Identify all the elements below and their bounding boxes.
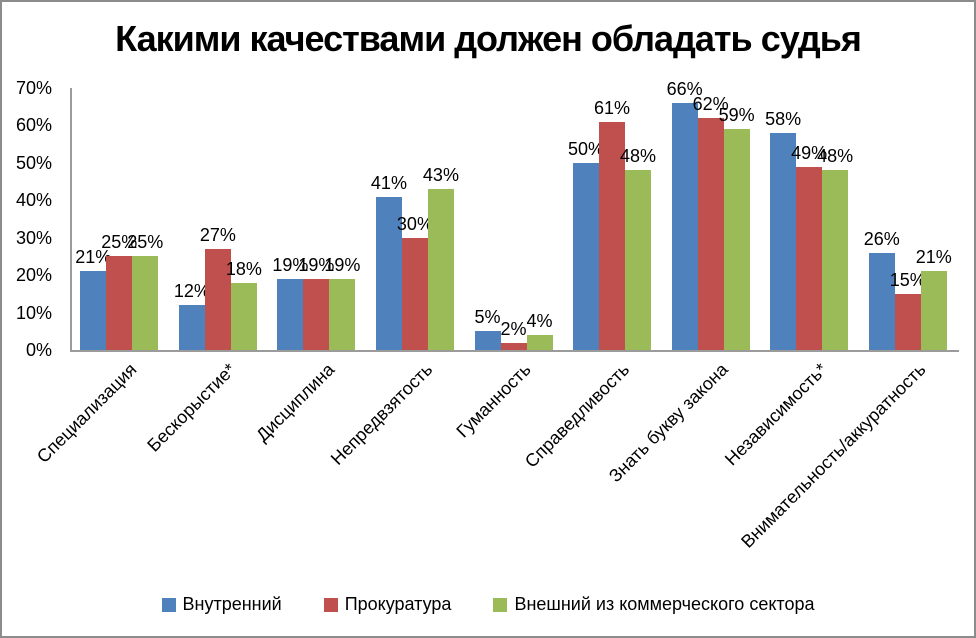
x-category-label: Внимательность/аккуратность: [736, 359, 930, 552]
bar: [132, 256, 159, 350]
bar: [920, 271, 947, 350]
data-label: 41%: [370, 172, 407, 193]
data-label: 59%: [718, 105, 755, 126]
data-label: 4%: [526, 311, 553, 332]
legend-label: Внешний из коммерческого сектора: [514, 594, 815, 614]
bar: [178, 305, 205, 350]
bar: [500, 342, 527, 350]
data-label: 50%: [568, 138, 605, 159]
y-tick-label: 0%: [25, 340, 52, 360]
bar: [401, 237, 428, 350]
bar: [106, 256, 133, 350]
bar: [375, 196, 402, 350]
y-tick-label: 20%: [15, 265, 52, 286]
data-label: 2%: [500, 318, 527, 339]
bar: [868, 252, 895, 350]
bar: [526, 335, 553, 350]
y-tick-label: 60%: [15, 115, 52, 136]
bar: [573, 162, 600, 350]
data-label: 12%: [173, 281, 210, 302]
legend-swatch: [161, 597, 176, 612]
data-label: 49%: [791, 142, 828, 163]
y-tick-label: 50%: [15, 152, 52, 173]
legend: Внутренний Прокуратура Внешний из коммерче…: [2, 594, 974, 615]
bar: [204, 248, 231, 350]
data-label: 25%: [101, 232, 138, 253]
data-label: 25%: [127, 232, 164, 253]
bar: [822, 170, 849, 350]
bar: [770, 132, 797, 350]
y-tick-label: 30%: [15, 227, 52, 248]
data-label: 26%: [863, 228, 900, 249]
legend-label: Прокуратура: [344, 594, 452, 614]
data-label: 43%: [422, 165, 459, 186]
data-label: 19%: [324, 254, 361, 275]
bar: [599, 121, 626, 350]
bar: [329, 278, 356, 350]
x-axis-line: [70, 350, 959, 352]
bar: [894, 293, 921, 350]
data-label: 48%: [620, 146, 657, 167]
x-category-label: Специализация: [33, 359, 141, 467]
bar: [796, 166, 823, 350]
legend-swatch: [323, 597, 338, 612]
bar: [230, 282, 257, 350]
x-category-label: Бескорыстие*: [142, 359, 240, 456]
data-label: 62%: [692, 93, 729, 114]
data-label: 15%: [889, 269, 926, 290]
data-label: 30%: [396, 213, 433, 234]
data-label: 58%: [765, 108, 802, 129]
legend-label: Внутренний: [182, 594, 282, 614]
bar: [427, 189, 454, 350]
y-tick-label: 70%: [15, 78, 52, 98]
data-label: 21%: [915, 247, 952, 268]
bar: [625, 170, 652, 350]
y-axis-line: [70, 88, 72, 350]
data-label: 48%: [817, 146, 854, 167]
chart-title: Какими качествами должен обладать судья: [115, 18, 862, 59]
bar: [474, 331, 501, 350]
data-label: 5%: [474, 307, 501, 328]
y-tick-label: 10%: [15, 302, 52, 323]
legend-item: Внутренний: [161, 594, 282, 615]
data-label: 18%: [225, 258, 262, 279]
bar: [671, 102, 698, 350]
bar: [277, 278, 304, 350]
x-category-label: Независимость*: [720, 359, 831, 470]
bar: [723, 129, 750, 350]
data-label: 21%: [75, 247, 112, 268]
y-tick-label: 40%: [15, 190, 52, 211]
legend-item: Прокуратура: [323, 594, 452, 615]
bar: [303, 278, 330, 350]
bar: [697, 117, 724, 350]
x-category-label: Непредвзятость: [326, 359, 437, 469]
data-label: 61%: [594, 97, 631, 118]
data-label: 19%: [272, 254, 309, 275]
legend-item: Внешний из коммерческого сектора: [493, 594, 814, 615]
x-category-label: Гуманность: [452, 359, 535, 442]
x-category-label: Справедливость: [521, 359, 634, 472]
bar: [80, 271, 107, 350]
legend-swatch: [493, 597, 508, 612]
data-label: 66%: [666, 78, 703, 99]
data-label: 27%: [199, 224, 236, 245]
x-category-label: Дисциплина: [251, 359, 338, 446]
data-label: 19%: [298, 254, 335, 275]
